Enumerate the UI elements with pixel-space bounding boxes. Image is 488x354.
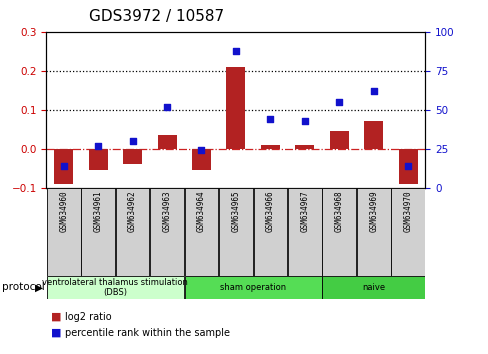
Point [369,88,377,94]
Text: GSM634963: GSM634963 [162,190,171,232]
Point [94,143,102,148]
Bar [390,188,424,276]
Text: ventrolateral thalamus stimulation
(DBS): ventrolateral thalamus stimulation (DBS) [42,278,188,297]
Bar [88,149,107,170]
Text: protocol: protocol [2,282,45,292]
Text: naive: naive [362,283,385,292]
Bar [219,188,252,276]
Text: ■: ■ [51,328,61,338]
Bar [192,149,210,170]
Text: GSM634964: GSM634964 [197,190,205,232]
Text: GSM634965: GSM634965 [231,190,240,232]
Text: sham operation: sham operation [220,283,285,292]
Text: GDS3972 / 10587: GDS3972 / 10587 [89,9,224,24]
Text: GSM634961: GSM634961 [93,190,102,232]
Bar [329,131,348,149]
Bar [47,276,183,299]
Bar [287,188,321,276]
Bar [123,149,142,164]
Bar [116,188,149,276]
Text: GSM634960: GSM634960 [59,190,68,232]
Bar [261,145,279,149]
Bar [54,149,73,184]
Bar [226,67,245,149]
Text: GSM634966: GSM634966 [265,190,274,232]
Text: ■: ■ [51,312,61,322]
Text: GSM634962: GSM634962 [128,190,137,232]
Point [335,99,343,105]
Point [163,104,171,109]
Point [128,138,136,144]
Text: GSM634967: GSM634967 [300,190,309,232]
Bar [47,188,81,276]
Bar [356,188,390,276]
Point [300,118,308,124]
Bar [398,149,417,184]
Text: ▶: ▶ [35,282,43,292]
Bar [253,188,286,276]
Bar [184,188,218,276]
Point [232,48,240,53]
Bar [81,188,115,276]
Point [60,163,67,169]
Text: percentile rank within the sample: percentile rank within the sample [65,328,229,338]
Bar [157,135,176,149]
Point [266,116,274,122]
Text: GSM634968: GSM634968 [334,190,343,232]
Text: log2 ratio: log2 ratio [65,312,111,322]
Text: GSM634970: GSM634970 [403,190,412,232]
Bar [150,188,183,276]
Bar [322,188,355,276]
Point [197,147,205,153]
Bar [364,121,383,149]
Bar [184,276,321,299]
Point [404,163,411,169]
Bar [322,276,424,299]
Bar [295,145,314,149]
Text: GSM634969: GSM634969 [368,190,378,232]
